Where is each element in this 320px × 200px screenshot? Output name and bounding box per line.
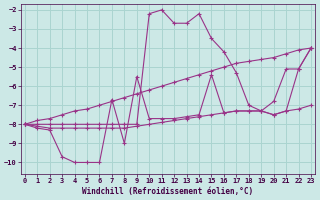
X-axis label: Windchill (Refroidissement éolien,°C): Windchill (Refroidissement éolien,°C)	[82, 187, 253, 196]
